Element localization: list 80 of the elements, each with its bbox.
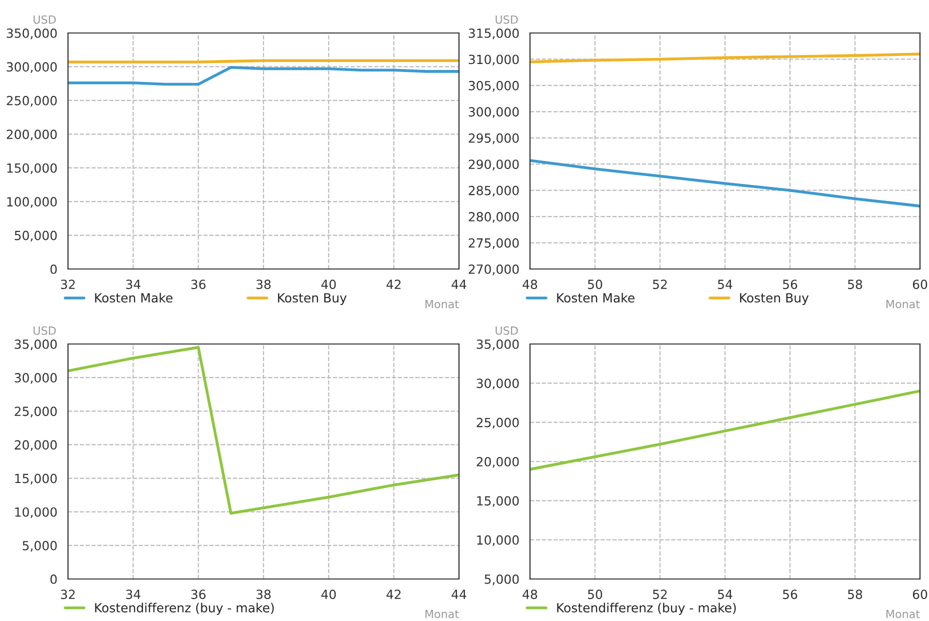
y-axis-title: USD <box>34 15 56 24</box>
y-axis-title: USD <box>496 15 518 24</box>
x-tick-label: 38 <box>256 280 271 290</box>
y-axis-title: USD <box>496 326 518 335</box>
x-axis-title: Monat <box>886 610 920 618</box>
x-tick-label: 44 <box>452 280 466 289</box>
y-tick-label: 310,000 <box>468 54 519 66</box>
y-tick-label: 100,000 <box>7 197 57 208</box>
y-tick-label: 30,000 <box>476 378 519 390</box>
y-tick-label: 250,000 <box>6 96 57 107</box>
x-axis-title: Monat <box>426 610 459 618</box>
y-tick-label: 0 <box>50 574 57 584</box>
x-axis-title: Monat <box>426 300 459 308</box>
x-tick-label: 58 <box>848 280 862 290</box>
x-axis-title: Monat <box>886 300 920 308</box>
x-tick-label: 42 <box>386 590 401 599</box>
y-tick-label: 30,000 <box>14 373 57 384</box>
y-tick-label: 200,000 <box>6 130 57 140</box>
x-tick-label: 54 <box>718 590 732 600</box>
y-tick-label: 5,000 <box>22 540 57 552</box>
x-tick-label: 36 <box>191 280 206 290</box>
line-series <box>530 159 920 208</box>
x-tick-label: 60 <box>912 280 928 290</box>
legend-label: Kosten Buy <box>740 293 809 305</box>
legend-label: Kostendifferenz (buy - make) <box>95 602 274 615</box>
y-tick-label: 10,000 <box>477 535 519 546</box>
y-tick-label: 15,000 <box>477 496 519 507</box>
x-tick-label: 52 <box>653 280 667 290</box>
x-tick-label: 48 <box>522 280 538 290</box>
x-tick-label: 40 <box>321 280 336 290</box>
y-tick-label: 300,000 <box>6 62 57 73</box>
y-tick-label: 20,000 <box>476 456 519 468</box>
y-tick-label: 305,000 <box>468 80 519 92</box>
x-tick-label: 38 <box>256 590 271 600</box>
y-tick-label: 20,000 <box>14 440 57 451</box>
y-tick-label: 0 <box>50 264 57 274</box>
y-tick-label: 290,000 <box>468 160 519 170</box>
legend-label: Kosten Make <box>557 292 634 303</box>
x-tick-label: 50 <box>588 280 602 290</box>
y-tick-label: 10,000 <box>15 507 57 518</box>
line-series <box>68 346 459 515</box>
legend-label: Kosten Buy <box>278 293 347 305</box>
x-tick-label: 52 <box>653 590 667 600</box>
x-tick-label: 34 <box>126 590 140 600</box>
y-tick-label: 270,000 <box>468 264 519 276</box>
legend-label: Kostendifferenz (buy - make) <box>557 602 736 615</box>
line-series <box>530 52 920 64</box>
x-tick-label: 34 <box>126 280 140 290</box>
y-tick-label: 295,000 <box>468 133 519 144</box>
x-tick-label: 54 <box>718 280 732 290</box>
legend-label: Kosten Make <box>95 292 172 303</box>
y-tick-label: 150,000 <box>7 163 57 174</box>
x-tick-label: 36 <box>191 590 206 600</box>
y-axis-title: USD <box>34 326 56 335</box>
y-tick-label: 300,000 <box>468 107 519 118</box>
x-tick-label: 32 <box>61 590 75 600</box>
x-tick-label: 60 <box>912 590 928 600</box>
x-tick-label: 58 <box>848 590 862 600</box>
x-tick-label: 48 <box>522 590 538 600</box>
y-tick-label: 285,000 <box>468 186 519 197</box>
x-tick-label: 50 <box>588 590 602 600</box>
y-tick-label: 275,000 <box>468 238 519 249</box>
x-tick-label: 32 <box>61 280 75 290</box>
y-tick-label: 280,000 <box>468 212 519 223</box>
y-tick-label: 50,000 <box>14 230 57 242</box>
line-series <box>68 66 459 86</box>
y-tick-label: 25,000 <box>14 406 57 418</box>
y-tick-label: 25,000 <box>476 418 519 429</box>
line-series <box>530 390 920 471</box>
x-tick-label: 56 <box>783 590 798 600</box>
x-tick-label: 40 <box>321 590 336 600</box>
y-tick-label: 315,000 <box>468 28 519 40</box>
y-tick-label: 5,000 <box>484 574 519 586</box>
y-tick-label: 350,000 <box>6 28 57 40</box>
y-tick-label: 35,000 <box>476 339 519 350</box>
y-tick-label: 15,000 <box>15 474 57 484</box>
x-tick-label: 42 <box>386 280 401 289</box>
x-tick-label: 44 <box>452 590 466 599</box>
y-tick-label: 35,000 <box>14 339 57 350</box>
x-tick-label: 56 <box>783 280 798 290</box>
